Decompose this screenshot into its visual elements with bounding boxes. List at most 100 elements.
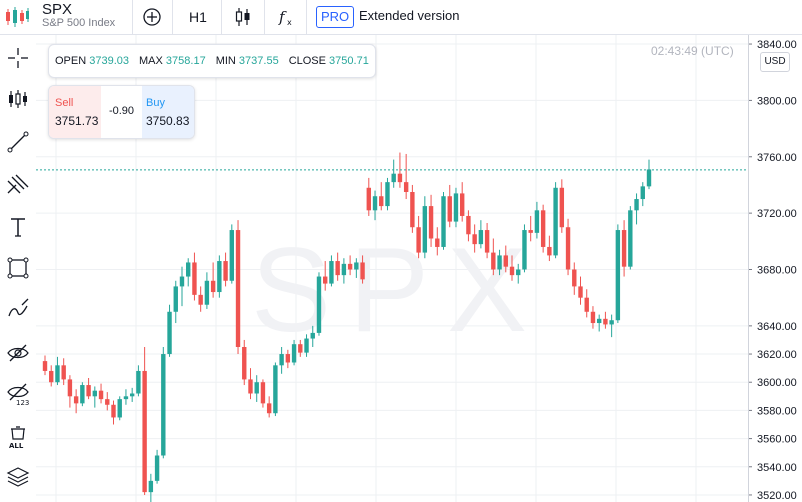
chart-area[interactable]: 3840.00 3800.00 3760.00 3720.00 3680.00 3640.… — [36, 35, 802, 502]
currency-badge[interactable]: USD — [760, 52, 790, 72]
candle-body — [142, 370, 147, 493]
candle-type-icon — [9, 90, 27, 108]
candle-body — [173, 286, 178, 312]
candle-body — [459, 193, 465, 216]
timeframe-button[interactable]: H1 — [189, 9, 207, 25]
candle-body — [80, 385, 85, 404]
candle-body — [92, 390, 98, 397]
candle-body — [304, 338, 309, 353]
candle-body — [98, 390, 104, 400]
candle-body — [55, 365, 60, 383]
candle-body — [167, 311, 172, 355]
ohlc-legend: OPEN 3739.03 MAX 3758.17 MIN 3737.55 CLO… — [48, 44, 376, 78]
layers-icon — [6, 467, 30, 487]
candle-body — [453, 193, 459, 222]
candle-body — [596, 318, 602, 324]
y-tick-label: 3800.00 — [757, 95, 797, 107]
sell-button[interactable]: Sell 3751.73 — [49, 86, 101, 138]
y-tick-label: 3760.00 — [757, 152, 797, 164]
extended-version-link[interactable]: Extended version — [359, 8, 460, 23]
rectangle-tool[interactable] — [4, 254, 32, 282]
candle-body — [372, 196, 378, 211]
candle-body — [285, 354, 291, 363]
candle-body — [640, 186, 645, 200]
text-tool[interactable] — [4, 213, 32, 241]
chart-type-button[interactable] — [228, 0, 258, 34]
candle-body — [123, 396, 129, 400]
utc-clock: 02:43:49 (UTC) — [651, 44, 734, 58]
crosshair-icon — [8, 48, 28, 68]
candle-body — [105, 399, 110, 405]
hide-indicators-tool[interactable]: 123 — [4, 380, 32, 408]
add-indicator-button[interactable] — [136, 0, 168, 34]
candle-body — [484, 230, 490, 253]
fib-tool[interactable] — [4, 171, 32, 199]
candle-body — [634, 199, 639, 211]
candle-body — [379, 196, 384, 207]
candle-body — [628, 210, 633, 267]
symbol-name[interactable]: SPX — [42, 1, 73, 18]
candle-body — [466, 215, 471, 235]
svg-text:f: f — [278, 8, 287, 26]
candle-body — [366, 187, 371, 211]
candle-body — [385, 182, 390, 207]
y-tick-label: 3620.00 — [757, 349, 797, 361]
candle-body — [323, 276, 328, 284]
candle-body — [298, 344, 303, 353]
candle-body — [254, 382, 259, 394]
y-tick-label: 3580.00 — [757, 405, 797, 417]
candle-body — [86, 385, 91, 397]
candle-body — [273, 365, 278, 414]
close-value: 3750.71 — [329, 55, 369, 67]
y-tick-label: 3640.00 — [757, 321, 797, 333]
trend-line-tool[interactable] — [4, 128, 32, 156]
min-label: MIN — [215, 55, 236, 67]
candle-body — [621, 230, 627, 267]
brush-icon — [8, 298, 29, 317]
open-value: 3739.03 — [89, 55, 130, 67]
candle-body — [198, 294, 203, 305]
delete-all-icon: ALL — [9, 426, 25, 449]
y-tick-label: 3680.00 — [757, 265, 797, 277]
candle-body — [61, 365, 66, 380]
candle-body — [111, 404, 116, 418]
candle-type-tool[interactable] — [4, 85, 32, 113]
candle-body — [609, 320, 614, 325]
close-item: CLOSE 3750.71 — [289, 55, 369, 67]
candle-body — [472, 234, 477, 245]
candle-body — [354, 262, 359, 270]
price-chart[interactable]: 3840.00 3800.00 3760.00 3720.00 3680.00 3640.… — [36, 35, 802, 502]
candle-body — [522, 230, 527, 270]
brush-tool[interactable] — [4, 295, 32, 323]
candle-body — [553, 187, 558, 256]
sell-label: Sell — [55, 97, 74, 109]
candle-body — [67, 379, 73, 397]
candle-body — [329, 261, 334, 284]
candle-body — [154, 455, 160, 481]
candle-body — [179, 276, 185, 287]
toolbar-divider — [264, 0, 265, 34]
candle-body — [590, 311, 596, 324]
buy-button[interactable]: Buy 3750.83 — [142, 86, 194, 138]
delete-all-tool[interactable]: ALL — [4, 423, 32, 451]
pro-badge[interactable]: PRO — [316, 6, 355, 28]
candle-body — [565, 227, 571, 270]
candle-body — [534, 210, 540, 233]
candle-body — [148, 480, 154, 493]
candle-body — [391, 173, 396, 183]
candle-body — [260, 382, 266, 404]
candle-body — [117, 399, 122, 418]
layers-tool[interactable] — [4, 463, 32, 491]
candle-body — [242, 347, 247, 380]
buy-label: Buy — [146, 97, 165, 109]
symbol-description: S&P 500 Index — [42, 17, 116, 29]
candle-body — [161, 354, 166, 456]
candle-body — [578, 286, 583, 298]
candle-body — [584, 297, 589, 312]
crosshair-tool[interactable] — [4, 44, 32, 72]
candle-body — [503, 255, 508, 267]
hide-drawings-tool[interactable] — [4, 339, 32, 367]
